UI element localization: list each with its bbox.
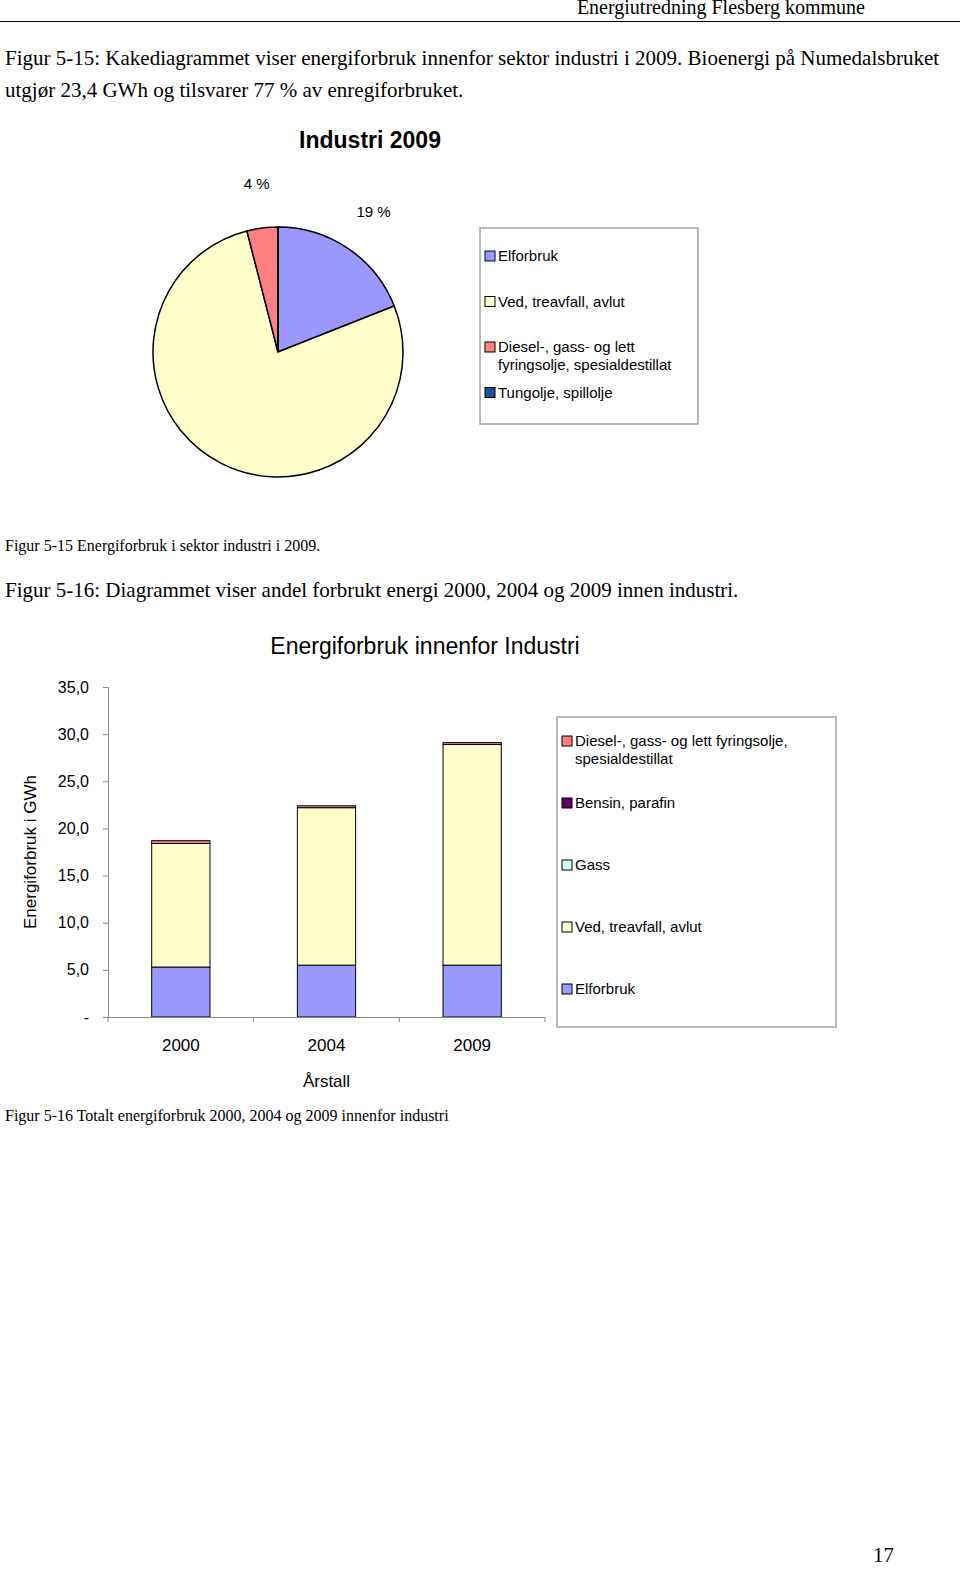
legend-swatch [485, 251, 495, 261]
pie-slice [277, 227, 279, 352]
caption: Figur 5-16: Diagrammet viser andel forbr… [5, 578, 738, 603]
legend-entry: Tungolje, spillolje [498, 384, 613, 401]
tick-mark [103, 828, 108, 829]
bar [152, 844, 210, 968]
tick-label: 2000 [162, 1036, 200, 1055]
page-svg: Industri 2009 19 % 4 % Elforbruk Ved, treavf… [0, 0, 960, 1585]
tick-mark [103, 1017, 108, 1018]
legend: Elforbruk Ved, treavfall, avlut Diesel-, g… [480, 228, 698, 424]
pie-slice [247, 227, 278, 352]
tick-label: 20,0 [58, 820, 89, 837]
category-divider [399, 1017, 400, 1022]
tick: 20,0 [58, 820, 108, 837]
chart-title: Energiforbruk innenfor Industri [270, 633, 579, 659]
legend-entry: Diesel-, gass- og lettfyringsolje, spesi… [498, 338, 672, 373]
bar [443, 745, 501, 966]
tick: 30,0 [58, 726, 108, 743]
bar [443, 965, 501, 1017]
tick-label: 15,0 [58, 867, 89, 884]
axis-title: Årstall [303, 1072, 350, 1091]
figure-caption: Figur 5-15 Energiforbruk i sektor indust… [5, 537, 320, 555]
x-axis: 2000 2004 2009 [108, 1017, 546, 1055]
tick-mark [103, 687, 108, 688]
legend-entry: Elforbruk [575, 980, 636, 997]
axis-line [103, 688, 109, 1018]
tick-label: 2009 [453, 1036, 491, 1055]
legend-swatch [562, 860, 572, 870]
tick: 5,0 [67, 961, 108, 978]
legend: Diesel-, gass- og lett fyringsolje,spesi… [557, 717, 836, 1027]
category-divider [545, 1017, 546, 1022]
legend-entry: Elforbruk [498, 247, 559, 264]
tick: 25,0 [58, 773, 108, 790]
tick-label: 25,0 [58, 773, 89, 790]
legend-entry: Bensin, parafin [575, 794, 675, 811]
legend-swatch [485, 342, 495, 352]
tick-mark [103, 734, 108, 735]
header-rule [0, 21, 960, 22]
tick-mark [103, 970, 108, 971]
axis-title: Energiforbruk i GWh [21, 775, 40, 929]
legend-entry: Ved, treavfall, avlut [498, 293, 626, 310]
tick: 10,0 [58, 914, 108, 931]
tick-label: 2004 [308, 1036, 346, 1055]
axis-line [109, 1017, 546, 1018]
tick-mark [103, 923, 108, 924]
tick: 2004 [308, 1017, 346, 1055]
legend-swatch [562, 736, 572, 746]
tick-mark [103, 876, 108, 877]
legend-frame [557, 717, 836, 1027]
bar-chart: Energiforbruk innenfor Industri - 5,0 10,0 1… [21, 633, 836, 1091]
data-label: 4 % [244, 175, 270, 192]
tick: - [84, 1009, 108, 1026]
bars [152, 743, 502, 1017]
page-header: Energiutredning Flesberg kommune [577, 0, 865, 19]
pie-slices [153, 227, 403, 477]
legend-swatch [485, 297, 495, 307]
legend-swatch [485, 388, 495, 398]
pie-labels: 19 % 4 % [244, 175, 391, 220]
y-axis: - 5,0 10,0 15,0 20,0 25,0 30,0 35,0 [58, 679, 109, 1026]
legend-swatch [562, 798, 572, 808]
legend-entry: Gass [575, 856, 610, 873]
legend-swatch [562, 922, 572, 932]
bar [443, 743, 501, 745]
bar [297, 808, 355, 965]
page-number: 17 [873, 1543, 894, 1568]
bar [152, 967, 210, 1017]
legend-entry: Ved, treavfall, avlut [575, 918, 703, 935]
legend-frame [480, 228, 698, 424]
legend-entry: Diesel-, gass- og lett fyringsolje,spesi… [575, 732, 788, 767]
tick-label: 10,0 [58, 914, 89, 931]
tick-label: 30,0 [58, 726, 89, 743]
legend-swatch [562, 984, 572, 994]
tick: 15,0 [58, 867, 108, 884]
category-divider [108, 1017, 109, 1022]
chart-title: Industri 2009 [299, 127, 441, 153]
data-label: 19 % [356, 203, 390, 220]
tick: 2000 [162, 1017, 200, 1055]
tick: 2009 [453, 1017, 491, 1055]
tick-label: 5,0 [67, 961, 89, 978]
tick-mark [103, 781, 108, 782]
figure-caption: Figur 5-16 Totalt energiforbruk 2000, 20… [5, 1107, 449, 1125]
bar [297, 965, 355, 1017]
pie-chart: Industri 2009 19 % 4 % Elforbruk Ved, treavf… [153, 127, 698, 477]
bar [297, 806, 355, 808]
tick: 35,0 [58, 679, 108, 696]
tick-label: 35,0 [58, 679, 89, 696]
tick-label: - [84, 1009, 89, 1026]
category-divider [253, 1017, 254, 1022]
bar [152, 841, 210, 844]
caption: Figur 5-15: Kakediagrammet viser energif… [5, 42, 950, 106]
